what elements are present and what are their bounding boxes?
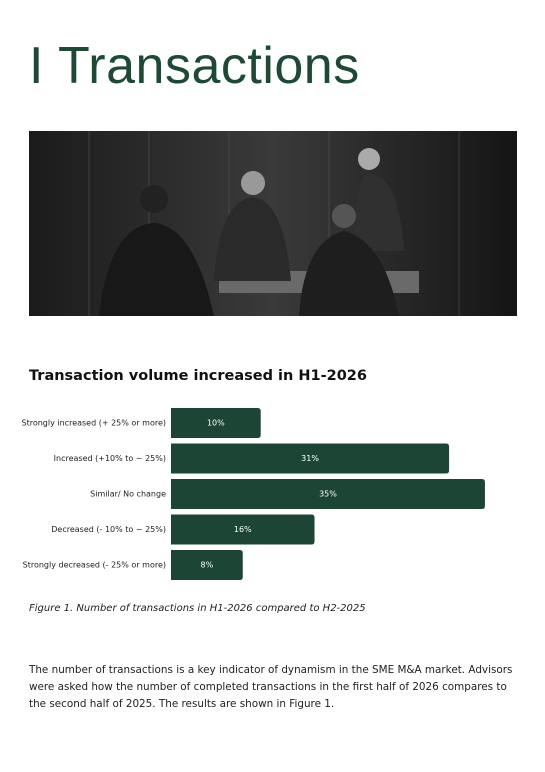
value-label: 10% (207, 419, 225, 428)
chart-title: Transaction volume increased in H1-2026 (29, 368, 367, 384)
page-title: I Transactions (29, 37, 360, 95)
category-label: Decreased (- 10% to ~ 25%) (51, 525, 166, 534)
figure-caption: Figure 1. Number of transactions in H1-2… (29, 603, 366, 614)
category-label: Strongly decreased (- 25% or more) (23, 561, 166, 570)
value-label: 31% (301, 454, 319, 463)
bar (171, 443, 450, 474)
category-label: Increased (+10% to ~ 25%) (54, 454, 166, 463)
bar (171, 408, 261, 438)
value-label: 8% (201, 561, 214, 570)
chart: Transaction volume increased in H1-2026 … (22, 368, 485, 580)
bar (171, 479, 485, 509)
value-label: 16% (234, 525, 252, 534)
category-label: Strongly increased (+ 25% or more) (22, 419, 166, 428)
category-label: Similar/ No change (90, 490, 166, 499)
bar (171, 550, 243, 580)
value-label: 35% (319, 490, 337, 499)
photo (29, 131, 517, 316)
body-text: The number of transactions is a key indi… (29, 664, 513, 710)
bar (171, 514, 315, 545)
